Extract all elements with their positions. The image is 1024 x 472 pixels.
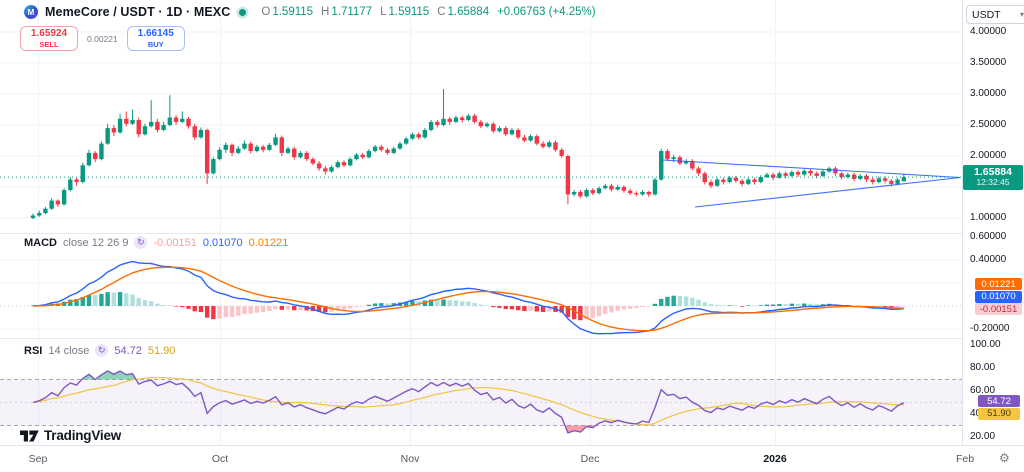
bar-countdown: 12:32:45: [976, 177, 1010, 188]
macd-params: close 12 26 9: [63, 236, 129, 249]
high-label: H: [321, 6, 330, 18]
rsi-ma-badge: 51.90: [978, 407, 1020, 420]
chevron-down-icon: ▾: [1019, 10, 1024, 19]
price-axis-label: 3.50000: [970, 57, 1007, 68]
macd-line-value: 0.01070: [202, 236, 243, 249]
price-axis-label: 4.00000: [970, 26, 1007, 37]
rsi-axis-label: 20.00: [970, 431, 996, 442]
price-axis-label: 2.50000: [970, 119, 1007, 130]
rsi-ma-value: 51.90: [147, 344, 176, 357]
open-label: O: [261, 6, 271, 18]
macd-title[interactable]: MACD: [24, 236, 57, 249]
high-value: 1.71177: [331, 6, 373, 18]
rsi-line: [32, 370, 905, 434]
symbol-header: M MemeCore / USDT · 1D · MEXC O 1.59115 H…: [24, 5, 596, 19]
low-value: 1.59115: [388, 6, 430, 18]
price-axis-label: 3.00000: [970, 88, 1007, 99]
symbol-title[interactable]: MemeCore / USDT · 1D · MEXC: [45, 5, 231, 19]
rsi-badge: 54.72: [978, 395, 1020, 407]
time-axis-label: Nov: [400, 453, 420, 465]
buy-button[interactable]: 1.66145 BUY: [126, 26, 185, 51]
rsi-value: 54.72: [114, 344, 142, 357]
macd-refresh-icon[interactable]: ↻: [134, 236, 148, 249]
macd-histogram: [30, 292, 906, 321]
macd-hist-badge: -0.00151: [975, 303, 1022, 315]
macd-signal-badge: 0.01221: [975, 278, 1022, 290]
buy-price: 1.66145: [137, 27, 174, 39]
price-axis-label: 2.00000: [970, 150, 1007, 161]
change-value: +0.06763 (+4.25%): [497, 6, 596, 18]
price-axis-label: 1.00000: [970, 212, 1007, 223]
close-value: 1.65884: [447, 6, 490, 18]
rsi-params: 14 close: [48, 344, 90, 357]
rsi-legend: RSI 14 close ↻ 54.72 51.90: [24, 344, 175, 357]
market-status-icon: [239, 8, 247, 16]
ohlc-readout: O 1.59115 H 1.71177 L 1.59115 C 1.65884 +0.0…: [255, 6, 595, 18]
rsi-title[interactable]: RSI: [24, 344, 43, 357]
spread-value: 0.00221: [87, 33, 118, 44]
tradingview-wordmark: TradingView: [44, 428, 122, 443]
candles-series: [30, 89, 906, 220]
time-axis-label: 2026: [763, 453, 787, 465]
gear-icon[interactable]: ⚙: [999, 451, 1010, 465]
price-scale[interactable]: 4.00000 3.50000 3.00000 2.50000 2.00000 1.000…: [962, 0, 1024, 445]
macd-legend: MACD close 12 26 9 ↻ -0.00151 0.01070 0.…: [24, 236, 288, 249]
low-label: L: [380, 6, 387, 18]
chart-canvas[interactable]: [0, 0, 962, 445]
macd-axis-label: -0.20000: [970, 323, 1010, 334]
macd-axis-label: 0.60000: [970, 231, 1007, 242]
time-axis-label: Dec: [580, 453, 600, 465]
buy-label: BUY: [147, 39, 164, 49]
rsi-axis-label: 80.00: [970, 362, 996, 373]
memecore-logo: M: [24, 5, 38, 19]
macd-signal-value: 0.01221: [248, 236, 289, 249]
time-axis-label: Sep: [28, 453, 48, 465]
tradingview-logo-icon: [20, 430, 39, 442]
macd-hist-value: -0.00151: [153, 236, 197, 249]
current-price-badge: 1.65884 12:32:45: [963, 164, 1023, 190]
macd-signal-line: [32, 266, 904, 332]
tradingview-brand[interactable]: TradingView: [20, 428, 121, 443]
macd-line: [32, 260, 904, 335]
time-axis-label: Oct: [211, 453, 229, 465]
close-label: C: [437, 6, 446, 18]
price-scale-currency-selector[interactable]: USDT ▾: [966, 5, 1024, 24]
trade-panel: 1.65924 SELL 0.00221 1.66145 BUY: [20, 26, 185, 51]
time-scale[interactable]: ⚙ Sep Oct Nov Dec 2026 Feb: [0, 445, 1024, 472]
current-price: 1.65884: [974, 166, 1012, 179]
open-value: 1.59115: [272, 6, 314, 18]
sell-button[interactable]: 1.65924 SELL: [20, 26, 78, 51]
rsi-axis-label: 100.00: [970, 339, 1001, 350]
sell-label: SELL: [39, 39, 59, 49]
macd-axis-label: 0.40000: [970, 254, 1007, 265]
time-axis-label: Feb: [955, 453, 975, 465]
sell-price: 1.65924: [30, 27, 68, 39]
currency-label: USDT: [972, 8, 1001, 21]
rsi-axis-label: 60.00: [970, 385, 996, 396]
macd-line-badge: 0.01070: [975, 290, 1022, 303]
pane-separator[interactable]: [0, 338, 1024, 339]
trendline-drawings[interactable]: [662, 159, 961, 208]
rsi-refresh-icon[interactable]: ↻: [95, 344, 109, 357]
pane-separator[interactable]: [0, 233, 1024, 234]
